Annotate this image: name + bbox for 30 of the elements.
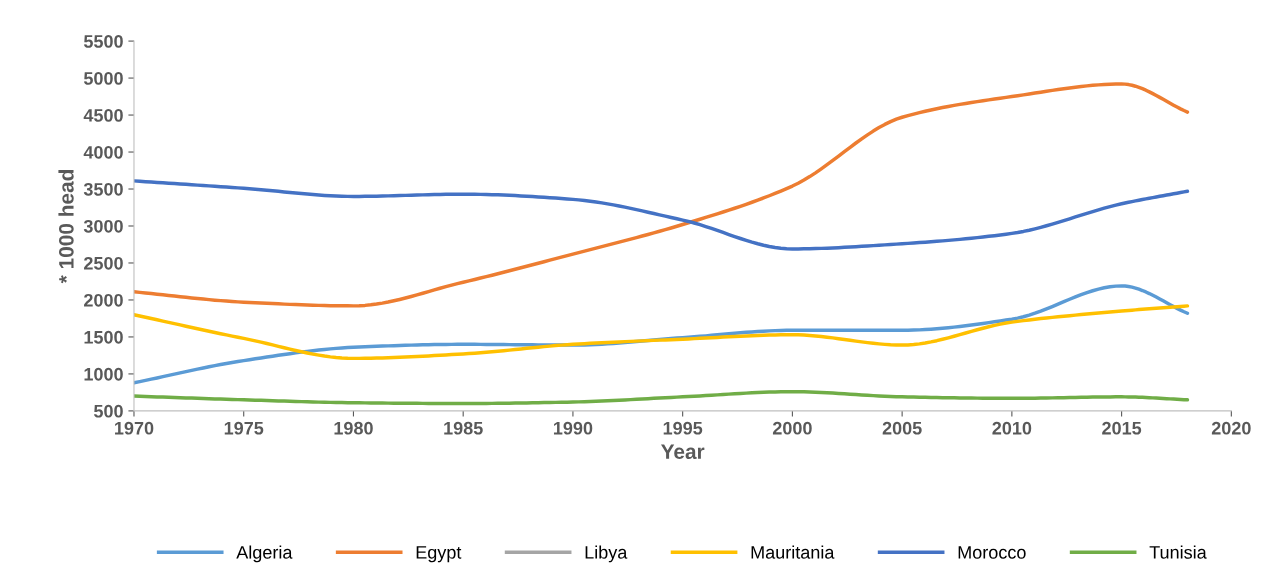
x-tick-label: 2015 bbox=[1102, 421, 1142, 435]
x-tick-label: 2020 bbox=[1211, 421, 1251, 435]
y-tick-label: 2000 bbox=[84, 293, 123, 307]
y-tick-label: 5500 bbox=[83, 35, 123, 48]
x-tick-label: 1980 bbox=[334, 421, 373, 435]
y-tick-label: 5000 bbox=[83, 72, 123, 85]
y-tick-label: 4500 bbox=[83, 108, 123, 122]
x-tick-label: 1970 bbox=[115, 421, 154, 435]
legend-label: Egypt bbox=[416, 546, 462, 563]
legend-label: Mauritania bbox=[751, 545, 835, 559]
y-tick-label: 3500 bbox=[83, 182, 123, 196]
legend-label: Morocco bbox=[958, 546, 1026, 559]
legend-label: Libya bbox=[585, 545, 628, 563]
y-tick-label: 1000 bbox=[84, 367, 123, 381]
y-tick-label: 3000 bbox=[83, 219, 123, 233]
x-tick-label: 1995 bbox=[663, 421, 703, 435]
y-tick-label: 4000 bbox=[83, 145, 123, 159]
y-axis-title: * 1000 head bbox=[58, 170, 74, 284]
x-tick-label: 2005 bbox=[882, 421, 922, 435]
legend-label: Tunisia bbox=[1149, 545, 1207, 559]
x-tick-label: 1975 bbox=[224, 421, 264, 435]
x-tick-label: 2000 bbox=[772, 421, 812, 435]
x-tick-label: 1985 bbox=[444, 421, 483, 435]
x-tick-label: 2010 bbox=[992, 421, 1032, 435]
y-tick-label: 2500 bbox=[84, 256, 123, 270]
x-axis-title: Year bbox=[661, 444, 705, 460]
legend-label: Algeria bbox=[236, 545, 293, 563]
y-tick-label: 1500 bbox=[84, 330, 123, 344]
x-tick-label: 1990 bbox=[553, 421, 593, 435]
y-tick-label: 500 bbox=[94, 404, 123, 418]
